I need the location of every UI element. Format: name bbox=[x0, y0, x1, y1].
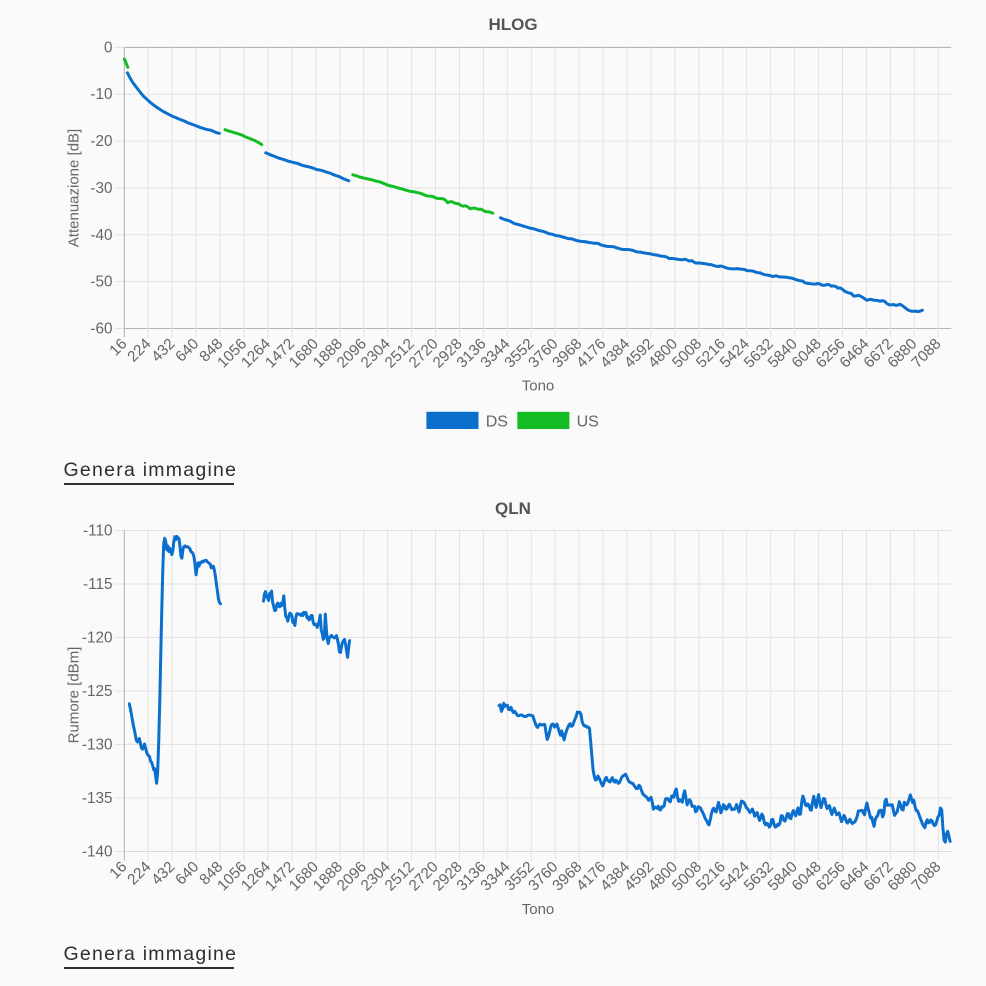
svg-text:-110: -110 bbox=[83, 523, 112, 540]
svg-text:Tono: Tono bbox=[522, 378, 555, 395]
svg-text:-60: -60 bbox=[90, 321, 112, 338]
svg-text:-20: -20 bbox=[90, 133, 112, 150]
svg-text:-130: -130 bbox=[82, 737, 113, 754]
svg-text:-140: -140 bbox=[82, 844, 113, 861]
svg-text:Tono: Tono bbox=[522, 901, 555, 918]
svg-text:-40: -40 bbox=[90, 227, 112, 244]
svg-text:Attenuazione [dB]: Attenuazione [dB] bbox=[66, 129, 83, 247]
svg-text:-115: -115 bbox=[83, 576, 112, 593]
svg-text:-10: -10 bbox=[90, 86, 112, 103]
svg-text:HLOG: HLOG bbox=[488, 15, 537, 34]
svg-text:640: 640 bbox=[172, 335, 202, 365]
svg-text:QLN: QLN bbox=[495, 499, 531, 518]
svg-text:DS: DS bbox=[486, 413, 508, 430]
svg-text:US: US bbox=[577, 413, 599, 430]
svg-text:-30: -30 bbox=[90, 180, 112, 197]
svg-text:640: 640 bbox=[172, 858, 202, 888]
svg-text:-50: -50 bbox=[90, 274, 112, 291]
svg-text:0: 0 bbox=[104, 39, 113, 56]
svg-text:-120: -120 bbox=[82, 630, 113, 647]
svg-text:-135: -135 bbox=[82, 790, 113, 807]
svg-text:-125: -125 bbox=[82, 683, 113, 700]
svg-text:Rumore [dBm]: Rumore [dBm] bbox=[66, 647, 83, 744]
